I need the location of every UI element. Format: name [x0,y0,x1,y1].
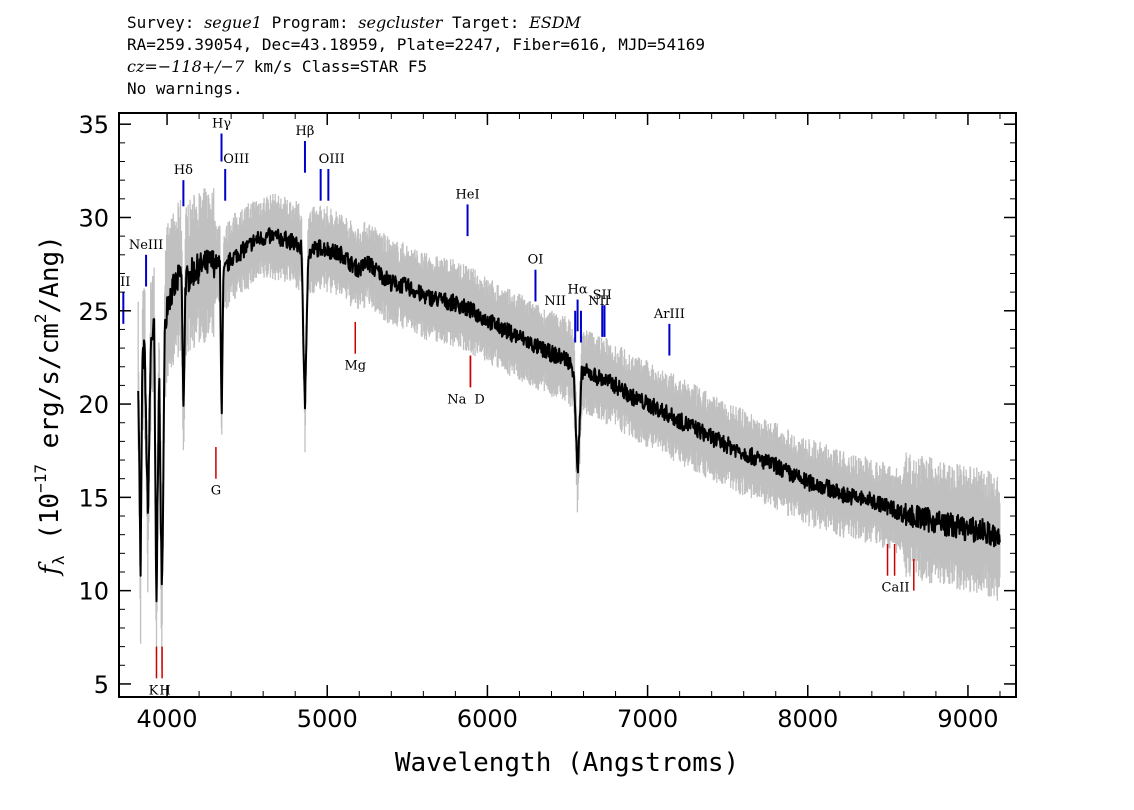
x-tick-label: 9000 [937,705,998,733]
emission-line-label: SII [593,288,612,303]
header-line-redshift: cz=−118+/−7 km/s Class=STAR F5 [127,56,705,78]
emission-line-label: Hγ [212,117,231,132]
absorption-line-label: G [211,484,221,499]
target-label: Target: [452,13,520,32]
y-tick-label: 10 [78,578,109,606]
survey-value: segue1 [204,13,262,32]
flux-series-line [137,227,1001,603]
cz-value: −118+/−7 [157,57,245,76]
header-line-survey: Survey: segue1 Program: segcluster Targe… [127,12,705,34]
emission-line-label: NII [544,294,566,309]
emission-line-label: OIII [223,152,249,167]
emission-line-label: OIII [319,152,345,167]
cz-prefix: cz= [127,57,158,76]
emission-line-label: II [120,275,130,290]
y-tick-label: 5 [94,671,109,699]
cz-class: km/s Class=STAR F5 [244,57,428,76]
absorption-line-label: K [149,683,159,698]
absorption-line-label: D [474,392,484,407]
error-band [137,188,1001,670]
emission-line-label: HeI [455,187,479,202]
emission-line-label: Hδ [174,163,193,178]
absorption-line-label: Mg [344,359,366,374]
emission-line-label: NeIII [129,238,163,253]
x-tick-label: 8000 [777,705,838,733]
x-axis-title: Wavelength (Angstroms) [395,748,739,778]
header-line-warnings: No warnings. [127,79,243,98]
y-tick-label: 25 [78,298,109,326]
error-band-layer [137,188,1001,670]
y-tick-label: 15 [78,484,109,512]
spectral-lines-layer: IINeIIIHδHγOIIIHβOIIIHeIOINIIHαNIISIIArI… [120,117,915,698]
program-label: Program: [271,13,349,32]
flux-layer [137,227,1001,603]
emission-line-label: Hβ [296,124,315,139]
survey-label: Survey: [127,13,195,32]
axis-ticks: 4000 5000 6000 7000 8000 9000 5 10 15 20 25 30 35 [78,111,1016,733]
absorption-line-label: Na [447,392,466,407]
absorption-line-label: CaII [882,581,910,596]
y-tick-label: 20 [78,391,109,419]
plot-frame [118,112,1017,698]
header-line-coordinates: RA=259.39054, Dec=43.18959, Plate=2247, … [127,35,705,54]
emission-line-label: ArIII [653,307,685,322]
x-tick-label: 5000 [297,705,358,733]
x-tick-label: 6000 [457,705,518,733]
program-value: segcluster [358,13,443,32]
spectrum-header: Survey: segue1 Program: segcluster Targe… [127,12,705,100]
emission-line-label: OI [528,253,544,268]
x-tick-label: 4000 [137,705,198,733]
emission-line-label: NII [588,294,610,309]
y-tick-label: 35 [78,111,109,139]
target-value: ESDM [529,13,581,32]
y-tick-label: 30 [78,204,109,232]
emission-line-label: Hα [568,283,588,298]
x-tick-label: 7000 [617,705,678,733]
y-axis-title: fλ (10−17 erg/s/cm2/Ang) [31,235,68,577]
absorption-line-label: H [159,683,170,698]
